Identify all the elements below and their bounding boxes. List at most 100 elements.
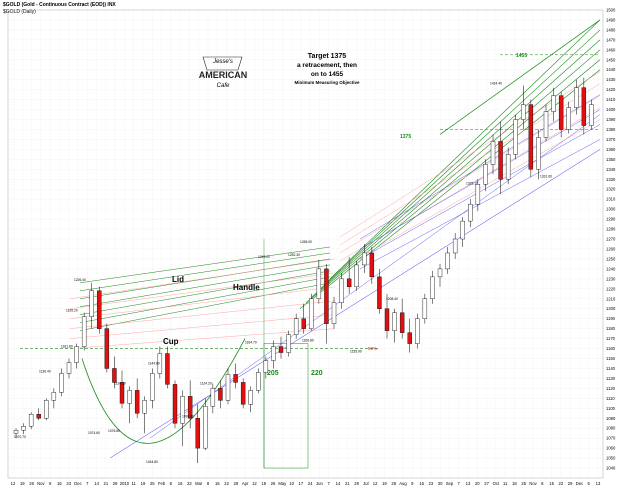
y-tick-label: 1240 [606,266,616,271]
candle-body [112,368,117,383]
candle-body [339,278,344,303]
x-tick-label: 8 [541,481,544,486]
candle-body [581,87,587,126]
x-tick-label: Oct [493,481,500,486]
price-label: 1325.10 [466,181,478,185]
x-tick-label: 11 [503,481,508,486]
y-tick-label: 1210 [606,296,616,301]
price-label: 1161.80 [61,345,73,349]
x-tick-label: 7 [328,481,331,486]
y-tick-label: 1200 [606,306,616,311]
price-label: 1124.50 [114,381,126,385]
x-tick-label: 19 [261,481,266,486]
candle-body [324,268,329,324]
x-tick-label: 25 [521,481,526,486]
pink-fan-line [69,314,336,339]
channel-pink-line [339,95,601,254]
channel-green-line [323,29,601,286]
candle-body [119,382,125,404]
x-tick-label: Nov [529,481,537,486]
y-tick-label: 1280 [606,227,616,232]
y-tick-label: 1190 [606,316,616,321]
x-tick-label: 12 [252,481,257,486]
t1375-label: 1375 [400,134,411,140]
pink-fan-line [69,258,336,299]
target-line-2: a retracement, then [297,62,357,69]
x-tick-label: 30 [438,481,443,486]
price-label: 1195.20 [66,309,78,313]
candle-body [134,390,140,414]
price-label: 1331.60 [540,174,552,178]
candle-body [89,290,94,317]
price-label: 1070.70 [14,435,26,439]
y-tick-label: 1080 [606,426,616,431]
y-tick-label: 1370 [606,137,616,142]
candle-body [574,87,579,108]
candle-body [293,318,299,335]
y-tick-label: 1480 [606,27,616,32]
candle-body [233,374,238,383]
y-tick-label: 1400 [606,107,616,112]
y-tick-label: 1330 [606,177,616,182]
candle-body [81,316,87,347]
candle-body [422,298,428,319]
y-tick-label: 1060 [606,446,616,451]
price-label: 1265.00 [300,240,312,244]
y-tick-label: 1040 [606,466,616,471]
lid-line [79,264,331,307]
candle-body [210,388,216,407]
y-tick-label: 1450 [606,57,616,62]
price-label: 1226.40 [74,278,86,282]
target-line-3: on to 1455 [311,71,344,78]
x-tick-label: 26 [271,481,276,486]
candle-body [301,318,306,329]
y-tick-label: 1220 [606,286,616,291]
logo-cup-icon [202,56,243,71]
candle-body [392,312,397,331]
candle-body [286,334,291,353]
candle-body [369,252,375,278]
y-tick-label: 1460 [606,47,616,52]
candle-body [566,107,571,130]
x-tick-label: 16 [57,481,62,486]
candle-body [263,360,269,373]
candle-body [66,362,72,374]
x-tick-label: Jul [363,481,368,486]
x-tick-label: 22 [559,481,564,486]
handle-label: Handle [233,283,260,292]
x-tick-label: 9 [49,481,52,486]
x-tick-label: May [278,481,287,486]
x-tick-label: 19 [141,481,146,486]
x-tick-label: Apr [242,481,249,486]
y-tick-label: 1420 [606,87,616,92]
y-tick-label: 1320 [606,187,616,192]
candle-body [528,104,534,170]
candle-body [460,220,465,240]
candle-body [415,318,420,344]
candle-body [399,312,405,333]
y-tick-label: 1160 [606,346,616,351]
candle-body [362,252,367,266]
x-tick-label: 21 [345,481,350,486]
y-tick-label: 1490 [606,17,616,22]
candle-body [97,290,102,329]
candle-body [104,328,110,369]
lid-line [79,246,331,284]
candle-body [21,426,26,431]
x-tick-label: 17 [299,481,304,486]
x-tick-label: 18 [512,481,517,486]
channel-pink-line [339,119,601,270]
candle-body [218,388,223,401]
plot-frame [7,9,604,479]
candle-body [240,382,246,405]
x-tick-label: 7 [458,481,461,486]
pink-fan-line [69,328,336,349]
price-label: 1124.20 [200,381,212,385]
x-tick-label: 23 [66,481,71,486]
price-label: 1424.40 [490,82,502,86]
y-axis: 1040 1050 1060 1070 1080 1090 1100 1110 1120 1130… [606,8,616,471]
x-tick-label: Nov [37,481,45,486]
candle-body [384,308,390,331]
candle-body [521,104,526,120]
candle-body [536,137,541,170]
